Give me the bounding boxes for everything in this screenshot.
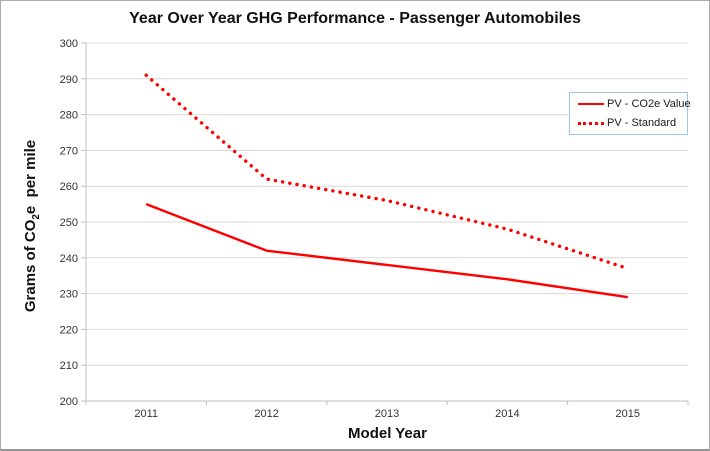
y-axis-title-text: Grams of CO [22,219,39,313]
y-tick-label: 220 [60,324,78,336]
x-tick-label: 2012 [254,408,278,420]
y-tick-label: 230 [60,289,78,301]
series-line-pv-co2e-value [145,202,628,299]
y-tick-label: 290 [60,74,78,86]
legend-label: PV - Standard [607,117,677,129]
y-tick-label: 280 [60,110,78,122]
x-tick-label: 2011 [134,408,158,420]
x-tick-label: 2015 [616,408,640,420]
legend-entry-co2e-value: PV - CO2e Value [578,96,691,112]
y-tick-label: 210 [60,360,78,372]
y-axis-title-subscript: 2 [31,214,42,220]
solid-line-swatch-icon [578,103,604,105]
x-tick-label: 2014 [495,408,519,420]
x-axis-title: Model Year [348,425,427,442]
legend-label: PV - CO2e Value [607,98,691,110]
x-tick-label: 2013 [375,408,399,420]
legend: PV - CO2e Value PV - Standard [569,92,691,135]
legend-entry-standard: PV - Standard [578,115,687,131]
y-tick-label: 260 [60,181,78,193]
y-axis-title: Grams of CO2e per mile [22,116,44,336]
y-tick-label: 300 [60,38,78,50]
dotted-line-swatch-icon [578,121,604,125]
y-tick-label: 270 [60,145,78,157]
y-axis-title-text-2: e per mile [22,139,39,215]
y-tick-label: 240 [60,253,78,265]
y-tick-label: 200 [60,396,78,408]
y-tick-label: 250 [60,217,78,229]
chart-title: Year Over Year GHG Performance - Passeng… [129,10,581,27]
series-line-pv-standard [144,73,630,271]
